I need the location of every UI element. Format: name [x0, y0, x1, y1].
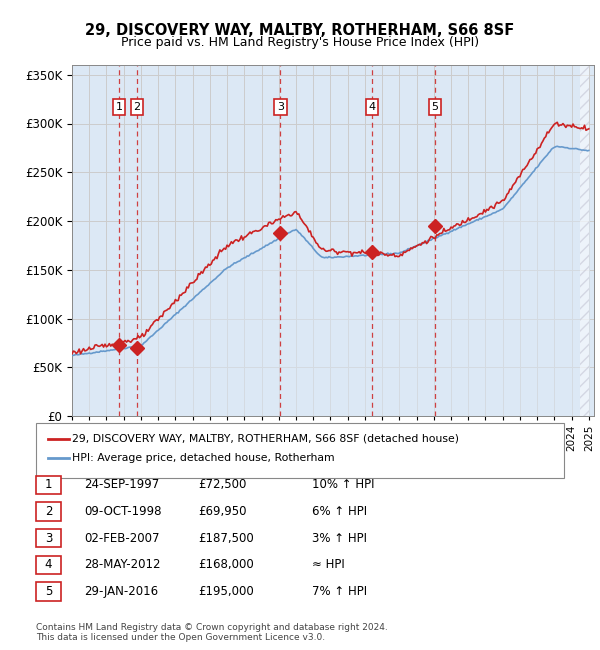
Text: HPI: Average price, detached house, Rotherham: HPI: Average price, detached house, Roth…	[72, 452, 335, 463]
Text: 4: 4	[368, 102, 376, 112]
Text: 09-OCT-1998: 09-OCT-1998	[84, 505, 161, 518]
Text: Contains HM Land Registry data © Crown copyright and database right 2024.: Contains HM Land Registry data © Crown c…	[36, 623, 388, 632]
Text: 2: 2	[133, 102, 140, 112]
Text: 28-MAY-2012: 28-MAY-2012	[84, 558, 161, 571]
Text: £195,000: £195,000	[198, 585, 254, 598]
Text: £168,000: £168,000	[198, 558, 254, 571]
Text: 5: 5	[45, 585, 52, 598]
Text: £187,500: £187,500	[198, 532, 254, 545]
Text: 3% ↑ HPI: 3% ↑ HPI	[312, 532, 367, 545]
Text: 3: 3	[277, 102, 284, 112]
Text: Price paid vs. HM Land Registry's House Price Index (HPI): Price paid vs. HM Land Registry's House …	[121, 36, 479, 49]
Text: ≈ HPI: ≈ HPI	[312, 558, 345, 571]
Text: 3: 3	[45, 532, 52, 545]
Text: £72,500: £72,500	[198, 478, 247, 491]
Text: 1: 1	[116, 102, 122, 112]
Text: 29-JAN-2016: 29-JAN-2016	[84, 585, 158, 598]
Text: 10% ↑ HPI: 10% ↑ HPI	[312, 478, 374, 491]
Text: 4: 4	[45, 558, 52, 571]
Text: This data is licensed under the Open Government Licence v3.0.: This data is licensed under the Open Gov…	[36, 633, 325, 642]
Text: 02-FEB-2007: 02-FEB-2007	[84, 532, 160, 545]
Text: 24-SEP-1997: 24-SEP-1997	[84, 478, 159, 491]
Text: 2: 2	[45, 505, 52, 518]
Text: 29, DISCOVERY WAY, MALTBY, ROTHERHAM, S66 8SF (detached house): 29, DISCOVERY WAY, MALTBY, ROTHERHAM, S6…	[72, 434, 459, 444]
Text: 29, DISCOVERY WAY, MALTBY, ROTHERHAM, S66 8SF: 29, DISCOVERY WAY, MALTBY, ROTHERHAM, S6…	[85, 23, 515, 38]
Text: 7% ↑ HPI: 7% ↑ HPI	[312, 585, 367, 598]
Text: 6% ↑ HPI: 6% ↑ HPI	[312, 505, 367, 518]
Text: 5: 5	[431, 102, 439, 112]
Text: £69,950: £69,950	[198, 505, 247, 518]
Text: 1: 1	[45, 478, 52, 491]
